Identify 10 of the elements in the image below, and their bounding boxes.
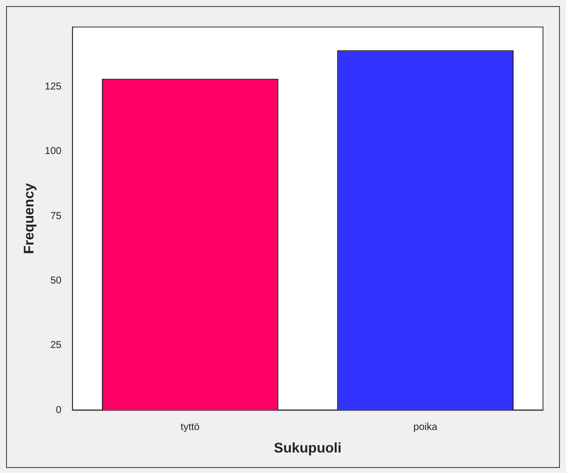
y-axis-title: Frequency <box>20 182 36 254</box>
x-tick-label: tyttö <box>180 422 200 433</box>
x-tick-label: poika <box>413 422 438 433</box>
y-tick-label: 100 <box>44 146 62 158</box>
y-tick-label: 75 <box>50 210 62 222</box>
y-tick-label: 50 <box>50 275 62 286</box>
y-tick-label: 0 <box>56 404 62 416</box>
y-tick-label: 125 <box>44 81 62 92</box>
y-tick-label: 25 <box>50 340 62 352</box>
x-axis-title: Sukupuoli <box>274 439 342 456</box>
